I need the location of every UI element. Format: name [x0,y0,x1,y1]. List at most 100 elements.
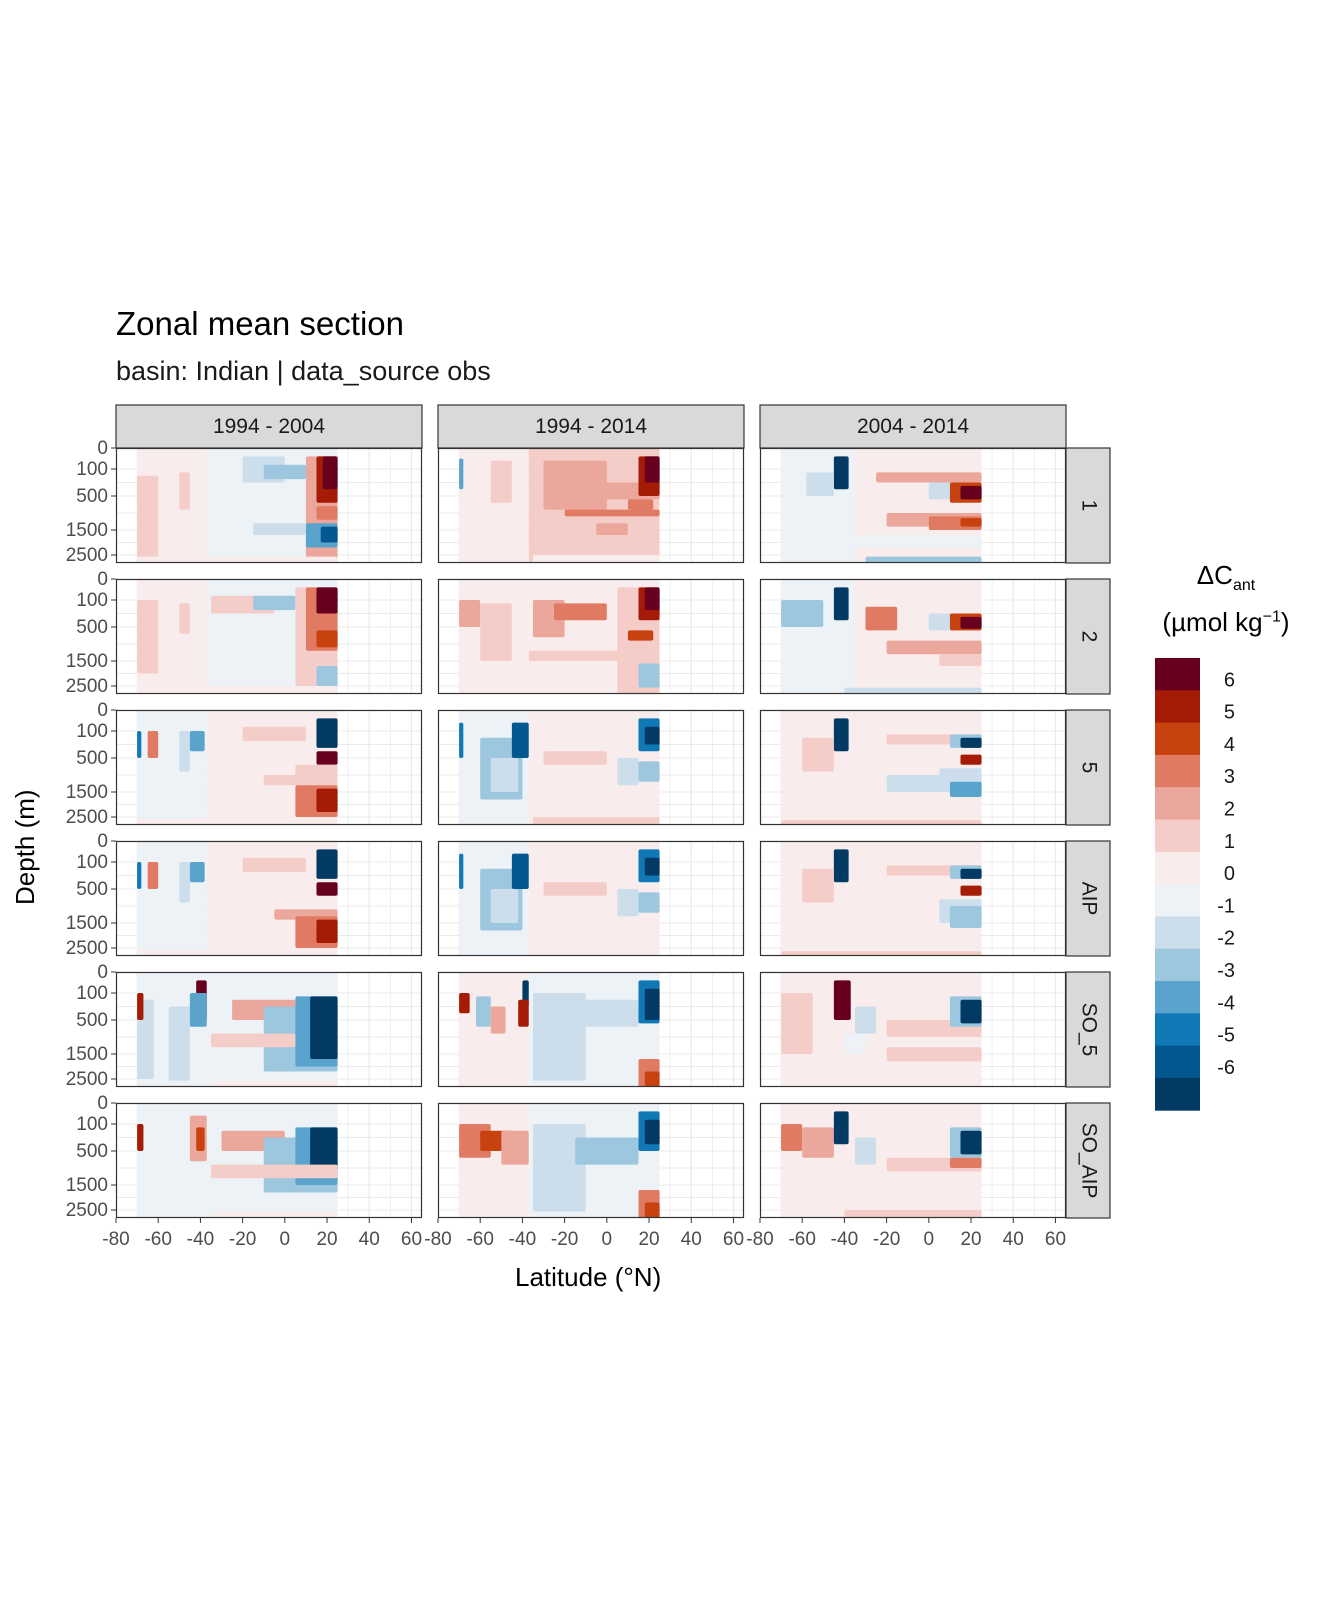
data-cell [575,1137,639,1165]
data-cell [316,630,338,648]
data-cell [501,1130,529,1165]
legend-title-main: ΔC [1196,560,1233,590]
chart-title: Zonal mean section [116,305,404,342]
data-cell [781,993,813,1054]
panel-border [115,578,423,695]
y-tick-label: 500 [76,879,108,900]
data-cell [490,758,519,792]
data-cell [480,603,512,661]
data-cell [316,751,338,765]
data-cell [638,761,660,782]
strip-row [1065,840,1111,957]
data-cell [960,999,982,1024]
y-tick-label: 1500 [66,782,108,803]
strip-column-label: 2004 - 2014 [857,415,969,438]
y-tick-label: 1500 [66,1175,108,1196]
panel-SO_5-2 [759,971,1067,1088]
data-cell [638,663,660,688]
data-cell [137,1124,144,1151]
panel-AIP-1 [437,840,745,957]
x-tick-label: -20 [229,1229,256,1250]
panel-SO_5-1 [437,971,745,1088]
y-tick-label: 500 [76,1141,108,1162]
data-cell [147,731,159,758]
legend-unit-pre: (µmol kg [1162,607,1263,638]
data-cell [263,464,306,480]
panel-border [437,709,745,826]
legend-swatch [1155,981,1200,1014]
data-cell [137,993,144,1020]
legend-swatch [1155,851,1200,885]
panel-SO_AIP-2 [759,1102,1067,1219]
strip-column [759,404,1067,449]
legend-unit-sup: −1 [1262,608,1281,626]
legend-swatch [1155,1013,1200,1047]
strip-row [1065,1102,1111,1219]
x-tick-label: -80 [424,1229,451,1250]
data-cell [564,509,660,517]
data-cell [617,889,639,917]
panel-border [115,840,423,957]
data-cell [316,587,338,614]
data-cell [528,710,660,825]
data-cell [168,1006,190,1081]
panel-border [115,709,423,826]
data-cell [137,600,159,674]
panel-5-0 [115,709,423,826]
strip-row-label: SO_AIP [1077,1123,1100,1199]
data-cell [532,948,660,956]
data-cell [617,758,639,786]
data-cell [459,722,464,758]
y-tick-label: 100 [76,459,108,480]
data-cell [137,862,142,889]
data-cell [196,1127,205,1151]
legend-label: 5 [1224,702,1235,724]
data-cell [833,980,851,1020]
data-cell [189,862,205,883]
strip-row [1065,971,1111,1088]
data-cell [854,1137,877,1165]
data-cell [543,751,607,765]
data-cell [833,587,849,621]
data-cell [939,654,982,666]
legend-label: -3 [1217,960,1235,982]
data-cell [802,868,834,903]
data-cell [189,993,207,1027]
data-cell [189,731,205,752]
data-cell [490,1006,506,1034]
data-cell [644,456,660,483]
legend-label: 0 [1224,863,1235,885]
legend-title-sub: ant [1232,577,1256,595]
x-tick-label: -20 [873,1229,900,1250]
x-tick-label: 0 [280,1229,291,1250]
x-axis-label: Latitude (°N) [515,1262,662,1292]
legend-swatch [1155,948,1200,982]
x-tick-label: 40 [1003,1229,1024,1250]
legend-unit-post: ) [1280,607,1290,638]
panel-border [437,578,745,695]
legend-label: 2 [1224,799,1235,821]
strip-column [437,404,745,449]
data-cell [844,1210,982,1218]
x-tick-label: -60 [144,1229,171,1250]
y-tick-label: 100 [76,852,108,873]
panel-1-2 [759,447,1067,564]
data-cell [459,993,470,1014]
x-tick-label: 60 [723,1229,744,1250]
data-cell [137,818,338,825]
data-cell [210,1080,338,1087]
y-tick-label: 2500 [66,938,108,959]
data-cell [854,710,982,825]
x-tick-label: -80 [746,1229,773,1250]
data-cell [137,949,338,956]
data-cell [644,726,660,745]
data-cell [596,523,628,535]
chart-subtitle: basin: Indian | data_source obs [116,356,491,386]
data-cell [253,595,296,611]
strip-row [1065,578,1111,695]
data-cell [644,1071,660,1087]
x-tick-label: 60 [1045,1229,1066,1250]
data-cell [781,951,982,956]
panel-2-0 [115,578,423,695]
data-cell [886,1047,982,1062]
